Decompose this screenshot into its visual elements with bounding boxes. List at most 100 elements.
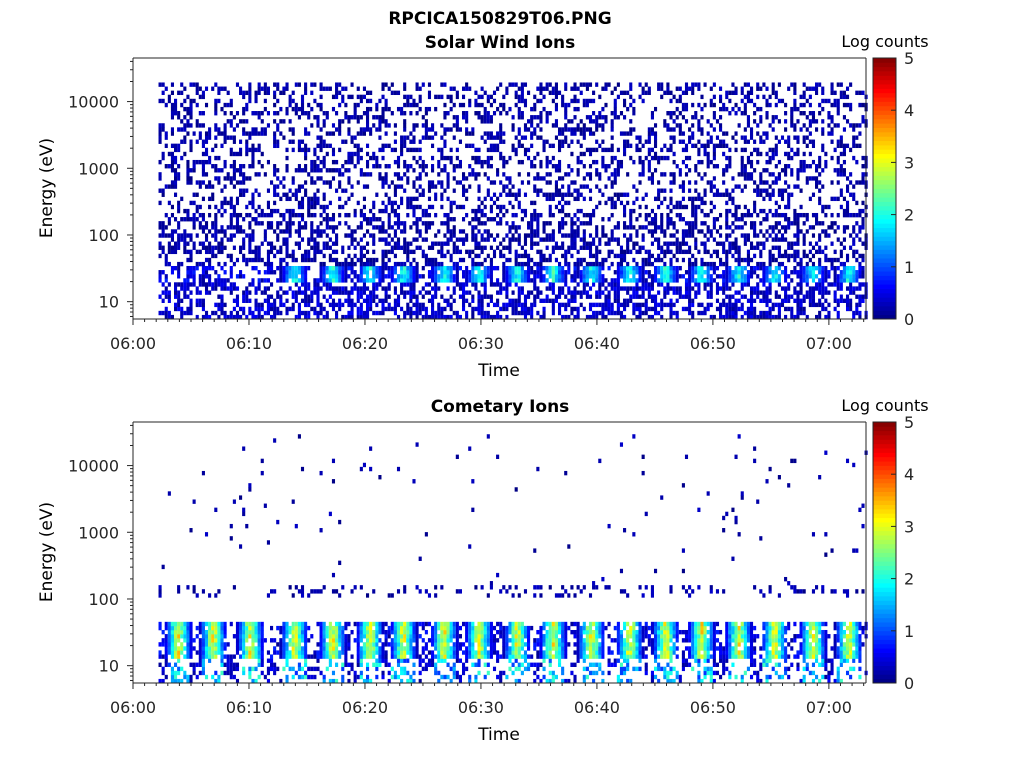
spectrogram-cell <box>570 253 574 259</box>
spectrogram-cell <box>369 298 373 303</box>
spectrogram-cell <box>712 176 716 181</box>
spectrogram-cell <box>235 168 240 173</box>
spectrogram-cell <box>192 241 196 246</box>
spectrogram-cell <box>158 310 162 316</box>
spectrogram-cell <box>567 314 571 320</box>
spectrogram-cell <box>771 147 775 153</box>
spectrogram-cell <box>719 225 723 230</box>
spectrogram-cell <box>539 298 543 303</box>
spectrogram-cell <box>666 217 670 222</box>
spectrogram-cell <box>517 131 521 136</box>
spectrogram-cell <box>220 298 224 303</box>
spectrogram-cell <box>248 233 252 238</box>
spectrogram-cell <box>530 221 534 226</box>
spectrogram-cell <box>691 278 695 283</box>
spectrogram-cell <box>780 286 785 291</box>
spectrogram-cell <box>440 265 444 271</box>
spectrogram-cell <box>765 86 769 91</box>
spectrogram-cell <box>579 119 583 124</box>
spectrogram-cell <box>273 143 277 149</box>
spectrogram-cell <box>737 253 741 259</box>
spectrogram-cell <box>223 229 227 234</box>
spectrogram-cell <box>619 200 624 206</box>
spectrogram-cell <box>650 278 654 283</box>
spectrogram-cell <box>694 164 698 169</box>
spectrogram-cell <box>273 253 277 259</box>
spectrogram-cell <box>220 278 224 283</box>
spectrogram-cell <box>712 204 716 210</box>
spectrogram-cell <box>242 306 246 312</box>
spectrogram-cell <box>347 261 351 267</box>
spectrogram-cell <box>746 155 750 161</box>
spectrogram-cell <box>276 127 280 132</box>
spectrogram-cell <box>489 208 493 214</box>
spectrogram-cell <box>440 314 444 320</box>
spectrogram-cell <box>499 111 503 116</box>
spectrogram-cell <box>183 135 187 140</box>
spectrogram-cell <box>607 241 611 246</box>
spectrogram-cell <box>734 212 738 218</box>
spectrogram-cell <box>158 200 162 206</box>
spectrogram-cell <box>492 253 497 259</box>
spectrogram-cell <box>474 261 478 267</box>
spectrogram-cell <box>341 119 345 124</box>
spectrogram-cell <box>223 86 227 91</box>
spectrogram-cell <box>195 119 199 124</box>
spectrogram-cell <box>542 274 546 279</box>
spectrogram-cell <box>743 147 747 153</box>
spectrogram-cell <box>719 98 723 104</box>
spectrogram-cell <box>613 102 617 108</box>
spectrogram-cell <box>700 200 704 206</box>
spectrogram-cell <box>471 282 475 287</box>
spectrogram-cell <box>486 265 490 271</box>
spectrogram-cell <box>177 147 181 153</box>
spectrogram-cell <box>248 82 252 87</box>
spectrogram-cell <box>471 229 475 234</box>
spectrogram-cell <box>458 204 462 210</box>
spectrogram-cell <box>400 147 404 153</box>
spectrogram-cell <box>263 106 267 112</box>
spectrogram-cell <box>725 274 729 279</box>
spectrogram-cell <box>211 225 215 230</box>
spectrogram-cell <box>167 94 171 100</box>
spectrogram-cell <box>192 282 196 287</box>
spectrogram-cell <box>557 192 562 197</box>
spectrogram-cell <box>613 111 617 116</box>
spectrogram-cell <box>229 310 233 316</box>
spectrogram-cell <box>437 306 441 312</box>
spectrogram-cell <box>647 261 651 267</box>
spectrogram-cell <box>322 192 326 197</box>
spectrogram-cell <box>644 310 648 316</box>
spectrogram-cell <box>489 217 493 222</box>
spectrogram-cell <box>288 306 292 312</box>
spectrogram-cell <box>387 233 391 238</box>
spectrogram-cell <box>304 192 308 197</box>
spectrogram-cell <box>536 217 540 222</box>
spectrogram-cell <box>424 253 428 259</box>
spectrogram-cell <box>743 127 747 132</box>
spectrogram-cell <box>285 86 289 91</box>
spectrogram-cell <box>406 249 410 255</box>
spectrogram-cell <box>669 314 673 320</box>
spectrogram-cell <box>626 237 630 242</box>
spectrogram-cell <box>511 270 515 275</box>
spectrogram-cell <box>387 241 391 246</box>
spectrogram-cell <box>520 208 524 214</box>
spectrogram-cell <box>561 143 565 149</box>
spectrogram-cell <box>548 111 552 116</box>
spectrogram-cell <box>539 261 543 267</box>
spectrogram-cell <box>344 290 348 295</box>
spectrogram-cell <box>359 294 363 299</box>
spectrogram-cell <box>239 90 243 96</box>
spectrogram-cell <box>678 265 682 271</box>
spectrogram-cell <box>443 221 447 226</box>
spectrogram-cell <box>452 217 456 222</box>
spectrogram-cell <box>653 274 658 279</box>
spectrogram-cell <box>307 298 311 303</box>
spectrogram-cell <box>294 212 298 218</box>
spectrogram-cell <box>576 168 580 173</box>
spectrogram-cell <box>536 188 540 193</box>
spectrogram-cell <box>610 229 614 234</box>
spectrogram-cell <box>694 241 698 246</box>
spectrogram-cell <box>313 200 317 206</box>
